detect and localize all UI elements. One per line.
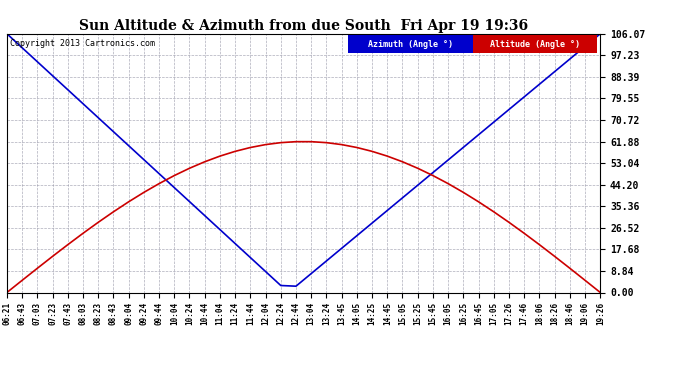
FancyBboxPatch shape [473, 35, 598, 53]
Text: Azimuth (Angle °): Azimuth (Angle °) [368, 40, 453, 49]
FancyBboxPatch shape [348, 35, 473, 53]
Title: Sun Altitude & Azimuth from due South  Fri Apr 19 19:36: Sun Altitude & Azimuth from due South Fr… [79, 19, 528, 33]
Text: Copyright 2013 Cartronics.com: Copyright 2013 Cartronics.com [10, 39, 155, 48]
Text: Altitude (Angle °): Altitude (Angle °) [490, 40, 580, 49]
